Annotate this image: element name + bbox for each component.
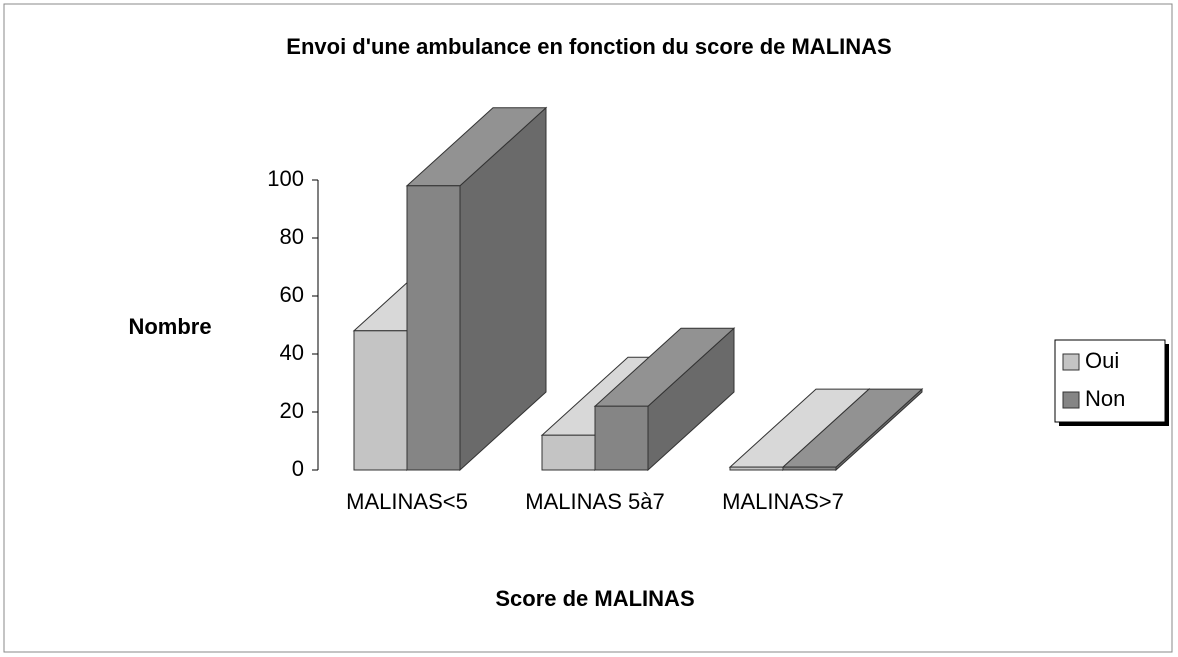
legend-swatch: [1062, 353, 1080, 371]
legend-swatch: [1062, 391, 1080, 409]
bar-front: [541, 434, 596, 471]
y-tick-label: 60: [280, 282, 304, 307]
x-axis-label: Score de MALINAS: [495, 586, 694, 611]
y-tick-label: 0: [292, 456, 304, 481]
x-tick-label: MALINAS<5: [346, 489, 468, 514]
bar: [405, 106, 548, 472]
bar-front: [406, 185, 461, 471]
y-tick-label: 40: [280, 340, 304, 365]
y-tick-label: 80: [280, 224, 304, 249]
x-tick-label: MALINAS>7: [722, 489, 844, 514]
y-tick-label: 20: [280, 398, 304, 423]
bar-front: [594, 405, 649, 471]
y-axis-label: Nombre: [128, 314, 211, 339]
bar-front: [782, 466, 837, 471]
legend-label: Oui: [1085, 348, 1119, 373]
bar-front: [729, 466, 784, 471]
x-tick-label: MALINAS 5à7: [525, 489, 665, 514]
y-tick-label: 100: [267, 166, 304, 191]
chart-border: [3, 3, 1173, 653]
bar-front: [353, 330, 408, 471]
bar: [593, 327, 736, 472]
bar: [781, 387, 924, 472]
chart-title: Envoi d'une ambulance en fonction du sco…: [286, 34, 891, 59]
legend-label: Non: [1085, 386, 1125, 411]
